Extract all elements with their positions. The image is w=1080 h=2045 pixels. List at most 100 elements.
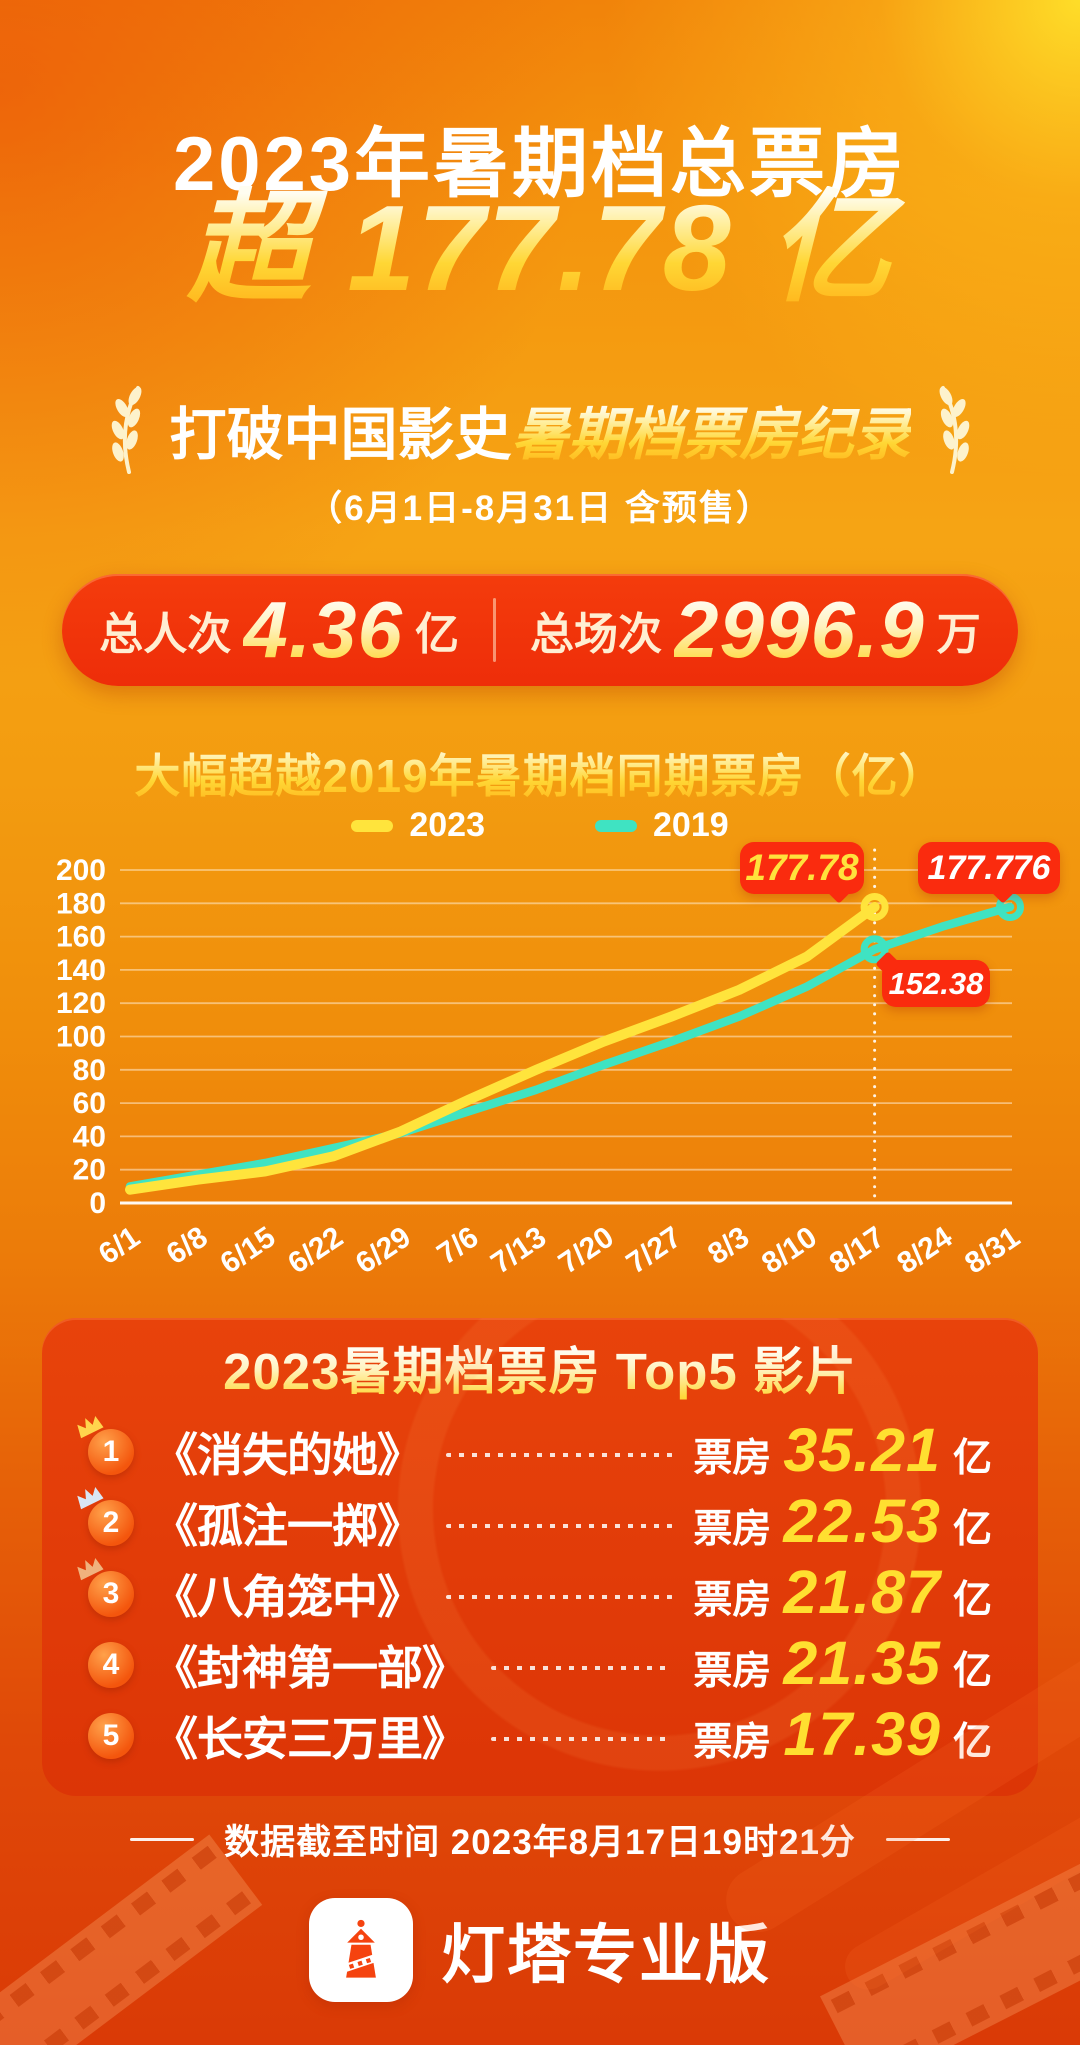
x-tick-label: 7/6 [431, 1220, 484, 1271]
movie-title: 《八角笼中》 [152, 1570, 423, 1623]
top5-row-4: 4 《封神第一部》 票房 21.35 亿 [88, 1629, 992, 1700]
chart-title: 大幅超越2019年暑期档同期票房（亿） [0, 740, 1080, 806]
box-office-group: 票房 17.39 亿 [693, 1704, 992, 1767]
box-office-group: 票房 21.35 亿 [693, 1633, 992, 1696]
stat-attendance-unit: 亿 [415, 610, 459, 659]
legend-item-2023: 2023 [351, 806, 485, 845]
box-office-unit: 亿 [952, 1650, 992, 1693]
laurel-right-icon [939, 386, 969, 474]
legend-swatch-2023 [351, 819, 394, 832]
background-glow [0, 0, 1080, 640]
chart-legend: 2023 2019 [0, 806, 1080, 845]
box-office-unit: 亿 [952, 1579, 992, 1622]
top5-row-1: 1 《消失的她》 票房 35.21 亿 [77, 1415, 992, 1487]
brand-name: 灯塔专业版 [441, 1919, 771, 1991]
box-office-value: 17.39 [783, 1700, 941, 1768]
stat-screenings-label: 总场次 [530, 610, 662, 659]
annotation-bubble-2019-final: 177.776 [918, 842, 1060, 904]
footer-rule-left [130, 1838, 195, 1841]
y-tick-label: 0 [89, 1187, 106, 1220]
rank-badge-4: 4 [88, 1641, 134, 1688]
data-point-marker [860, 935, 889, 964]
box-office-value: 35.21 [783, 1416, 941, 1484]
x-tick-label: 6/8 [161, 1220, 214, 1271]
series-line-2019 [125, 902, 1015, 1191]
rank-number: 1 [102, 1434, 120, 1468]
box-office-label: 票房 [693, 1437, 772, 1480]
movie-title: 《长安三万里》 [152, 1712, 468, 1765]
record-banner: 打破中国影史暑期档票房纪录 [0, 382, 1080, 478]
legend-label-2023: 2023 [409, 806, 485, 844]
record-text: 打破中国影史暑期档票房纪录 [170, 389, 911, 471]
box-office-group: 票房 35.21 亿 [693, 1420, 992, 1483]
legend-swatch-2019 [595, 819, 637, 832]
headline-prefix: 超 [187, 180, 312, 316]
rank-badge-1: 1 [77, 1415, 134, 1475]
box-office-label: 票房 [693, 1650, 772, 1693]
stat-attendance-value: 4.36 [243, 585, 403, 674]
footer-rule-right [885, 1838, 950, 1841]
box-office-value: 22.53 [783, 1487, 941, 1555]
stat-screenings: 总场次 2996.9 万 [530, 590, 981, 670]
box-office-value: 21.87 [783, 1558, 941, 1626]
y-tick-label: 60 [73, 1087, 106, 1120]
movie-title: 《孤注一掷》 [152, 1499, 423, 1552]
y-tick-label: 160 [56, 921, 106, 954]
x-tick-label: 8/3 [702, 1220, 755, 1271]
footer: 数据截至时间 2023年8月17日19时21分 [0, 1814, 1080, 1865]
y-tick-label: 120 [56, 987, 106, 1020]
x-tick-label: 6/1 [93, 1220, 146, 1271]
annotation-bubble-2019-mid: 152.38 [875, 951, 990, 1007]
record-text-normal: 打破中国影史 [169, 403, 512, 467]
top5-row-3: 3 《八角笼中》 票房 21.87 亿 [77, 1557, 992, 1629]
lighthouse-glyph [345, 1919, 377, 1978]
top5-row-2: 2 《孤注一掷》 票房 22.53 亿 [77, 1486, 992, 1558]
lighthouse-logo-icon [309, 1898, 413, 2002]
crown-silver-icon [77, 1486, 104, 1509]
top5-panel: 2023暑期档票房 Top5 影片 1 《消失的她》 票房 35.21 亿 2 … [42, 1318, 1038, 1796]
stat-attendance-label: 总人次 [99, 610, 232, 659]
box-office-label: 票房 [693, 1579, 772, 1622]
x-tick-label: 8/10 [756, 1220, 823, 1280]
x-tick-label: 7/20 [553, 1220, 620, 1280]
box-office-unit: 亿 [952, 1508, 992, 1551]
headline-unit: 亿 [768, 180, 893, 316]
y-tick-label: 200 [56, 854, 106, 887]
dotted-leader [491, 1736, 674, 1741]
x-tick-label: 7/27 [621, 1220, 688, 1280]
rank-number: 3 [102, 1576, 120, 1610]
movie-title: 《封神第一部》 [152, 1641, 468, 1694]
date-range-note: （6月1日-8月31日 含预售） [307, 489, 773, 528]
laurel-left-icon [111, 386, 141, 474]
y-tick-label: 180 [56, 887, 106, 920]
crown-gold-icon [77, 1415, 104, 1438]
brand-row: 灯塔专业版 [0, 1898, 1080, 2002]
top5-row-5: 5 《长安三万里》 票房 17.39 亿 [88, 1700, 992, 1771]
page-title: 2023年暑期档总票房 [172, 122, 908, 207]
box-office-unit: 亿 [952, 1437, 992, 1480]
record-text-highlight: 暑期档票房纪录 [511, 403, 911, 467]
x-tick-label: 8/17 [824, 1220, 891, 1280]
banner-divider [493, 598, 496, 662]
x-tick-label: 8/24 [891, 1220, 958, 1280]
annotation-label: 152.38 [888, 965, 984, 1001]
box-office-group: 票房 21.87 亿 [693, 1562, 992, 1625]
stat-screenings-unit: 万 [936, 610, 981, 659]
annotation-bubble-2023-final: 177.78 [740, 842, 864, 904]
y-tick-label: 140 [56, 954, 106, 987]
data-cutoff-text: 数据截至时间 2023年8月17日19时21分 [224, 1823, 856, 1862]
y-tick-label: 20 [73, 1154, 106, 1187]
box-office-label: 票房 [693, 1508, 772, 1551]
top5-title: 2023暑期档票房 Top5 影片 [88, 1344, 992, 1400]
x-tick-label: 6/29 [350, 1220, 417, 1280]
y-tick-label: 80 [73, 1054, 106, 1087]
rank-number: 5 [102, 1718, 120, 1752]
crown-bronze-icon [77, 1557, 104, 1580]
series-line-2023 [125, 902, 880, 1195]
stat-attendance: 总人次 4.36 亿 [99, 590, 459, 670]
stat-screenings-value: 2996.9 [674, 585, 925, 674]
box-office-value: 21.35 [783, 1629, 941, 1697]
rank-badge-3: 3 [77, 1557, 134, 1617]
movie-title: 《消失的她》 [152, 1428, 423, 1481]
